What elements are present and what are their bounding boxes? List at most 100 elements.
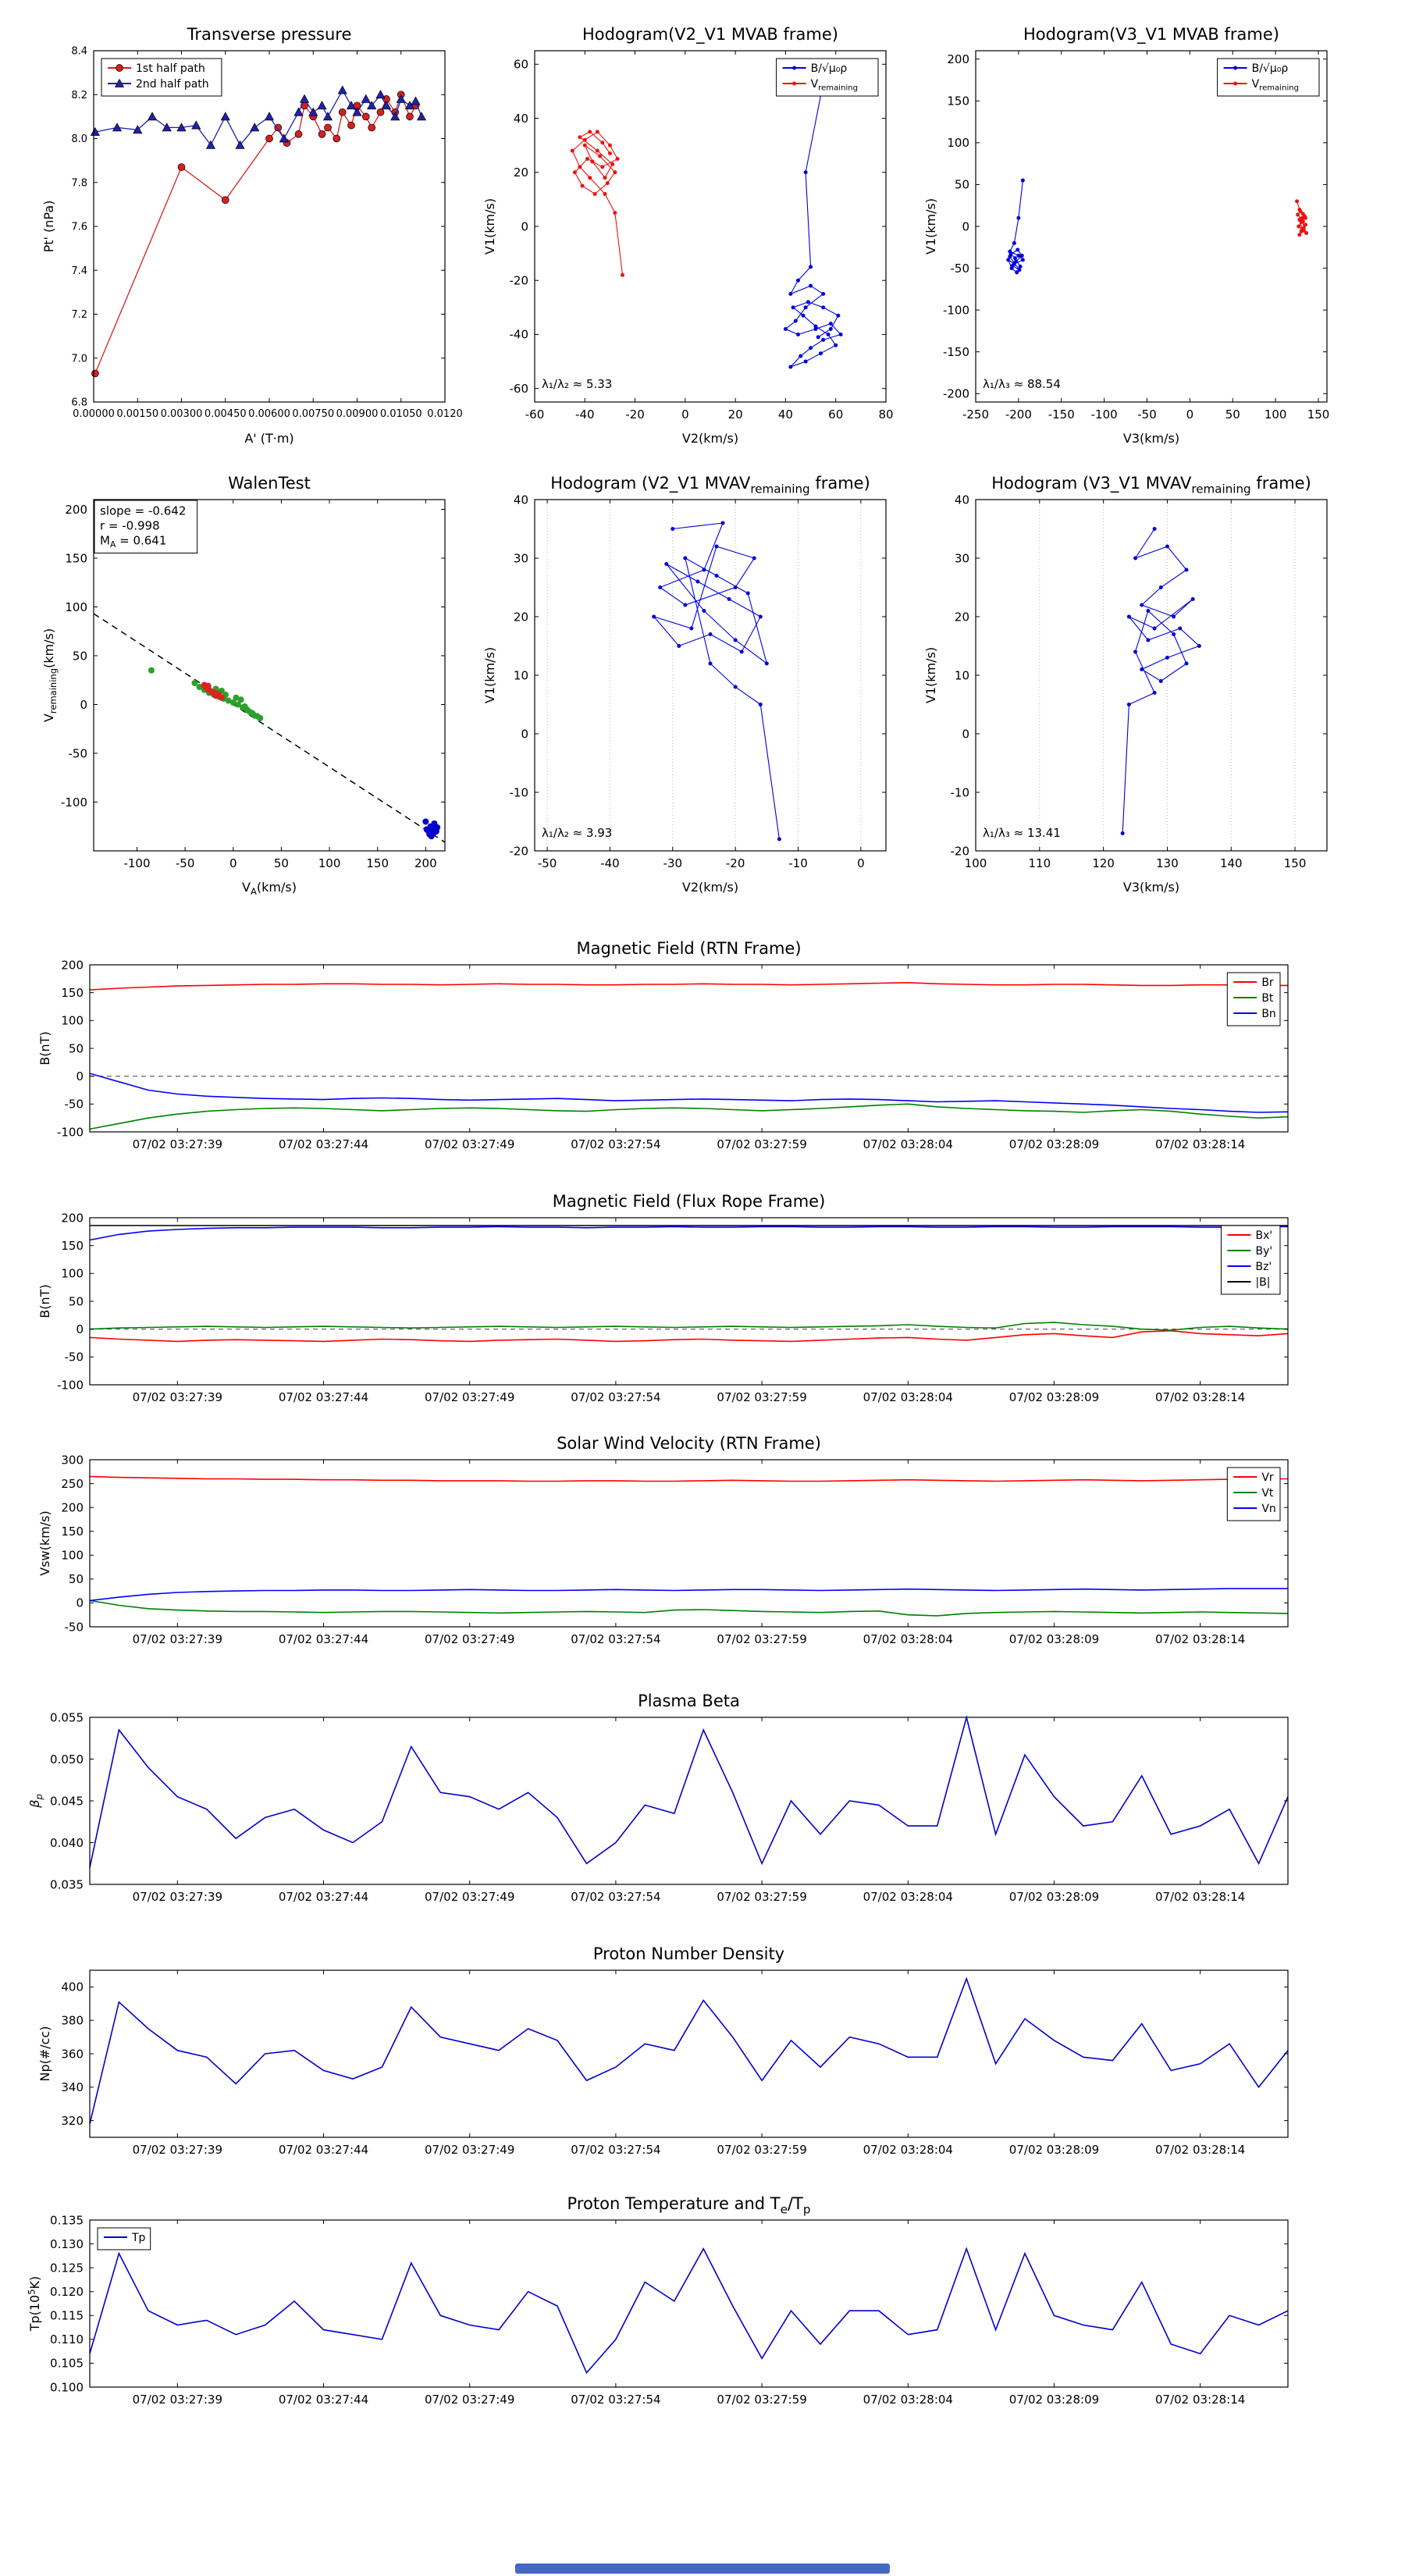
svg-text:07/02 03:27:44: 07/02 03:27:44 xyxy=(279,1890,368,1904)
svg-text:7.2: 7.2 xyxy=(71,309,87,321)
svg-text:150: 150 xyxy=(61,986,84,1000)
svg-text:50: 50 xyxy=(69,1294,84,1308)
svg-text:Bn: Bn xyxy=(1261,1008,1275,1020)
svg-text:0.110: 0.110 xyxy=(50,2332,84,2347)
svg-text:Hodogram (V3_V1 MVAVremaining: Hodogram (V3_V1 MVAVremaining frame) xyxy=(991,474,1311,496)
svg-text:07/02 03:27:54: 07/02 03:27:54 xyxy=(571,1137,660,1151)
svg-text:07/02 03:28:09: 07/02 03:28:09 xyxy=(1009,1632,1099,1646)
svg-text:60: 60 xyxy=(514,58,528,72)
svg-text:0: 0 xyxy=(1186,407,1194,422)
svg-text:-20: -20 xyxy=(625,407,645,422)
hodogram-v3v1-mvab-chart: -250 -200 -150 -100 -50 0 50 100 150 -200 -150 -100… xyxy=(923,25,1329,446)
svg-text:-100: -100 xyxy=(1091,407,1118,422)
svg-text:-50: -50 xyxy=(65,1620,84,1634)
svg-text:150: 150 xyxy=(61,1239,84,1253)
transverse-pressure-chart: 0.00000 0.00150 0.00300 0.00450 0.00600 0.007… xyxy=(41,25,463,446)
svg-text:Bt: Bt xyxy=(1261,992,1274,1005)
svg-text:07/02 03:27:54: 07/02 03:27:54 xyxy=(571,1890,660,1904)
svg-text:-150: -150 xyxy=(943,345,969,359)
svg-text:30: 30 xyxy=(955,551,969,565)
plasma-beta-chart: 07/02 03:27:39 07/02 03:27:44 07/02 03:27:… xyxy=(27,1692,1289,1904)
svg-text:B/√μ₀ρ: B/√μ₀ρ xyxy=(811,62,848,75)
svg-text:βp: βp xyxy=(27,1794,44,1809)
svg-text:360: 360 xyxy=(61,2047,84,2061)
svg-text:-60: -60 xyxy=(525,407,545,422)
svg-text:07/02 03:27:54: 07/02 03:27:54 xyxy=(571,1632,660,1646)
svg-text:Hodogram(V2_V1 MVAB frame): Hodogram(V2_V1 MVAB frame) xyxy=(582,25,838,44)
svg-text:B/√μ₀ρ: B/√μ₀ρ xyxy=(1252,62,1289,75)
svg-text:07/02 03:28:14: 07/02 03:28:14 xyxy=(1155,1390,1245,1404)
svg-text:40: 40 xyxy=(514,112,528,126)
svg-text:-10: -10 xyxy=(510,785,529,799)
svg-text:Pt' (nPa): Pt' (nPa) xyxy=(41,201,56,253)
solar-wind-velocity-chart: 07/02 03:27:39 07/02 03:27:44 07/02 03:27:… xyxy=(37,1434,1289,1646)
svg-text:7.6: 7.6 xyxy=(71,222,87,233)
svg-text:6.8: 6.8 xyxy=(71,397,87,409)
svg-text:07/02 03:28:14: 07/02 03:28:14 xyxy=(1155,1890,1245,1904)
svg-text:-100: -100 xyxy=(57,1378,84,1392)
svg-text:200: 200 xyxy=(414,856,437,870)
svg-text:Br: Br xyxy=(1261,977,1274,989)
svg-text:Np(#/cc): Np(#/cc) xyxy=(37,2026,52,2082)
svg-text:200: 200 xyxy=(65,503,87,517)
svg-text:-50: -50 xyxy=(951,262,970,276)
svg-text:Vsw(km/s): Vsw(km/s) xyxy=(37,1510,52,1575)
svg-text:V3(km/s): V3(km/s) xyxy=(1123,431,1179,446)
svg-text:Bx': Bx' xyxy=(1255,1229,1272,1242)
svg-text:V2(km/s): V2(km/s) xyxy=(682,431,738,446)
svg-text:07/02 03:27:59: 07/02 03:27:59 xyxy=(717,1632,806,1646)
svg-text:130: 130 xyxy=(1156,856,1179,870)
svg-text:8.2: 8.2 xyxy=(71,90,87,101)
svg-text:100: 100 xyxy=(61,1014,84,1028)
svg-text:-60: -60 xyxy=(510,382,529,396)
svg-text:07/02 03:28:09: 07/02 03:28:09 xyxy=(1009,1890,1099,1904)
svg-text:110: 110 xyxy=(1028,856,1051,870)
svg-text:0.050: 0.050 xyxy=(50,1752,84,1767)
svg-text:07/02 03:27:44: 07/02 03:27:44 xyxy=(279,1137,368,1151)
svg-text:-150: -150 xyxy=(1048,407,1075,422)
svg-text:V2(km/s): V2(km/s) xyxy=(682,880,738,895)
svg-text:0: 0 xyxy=(80,698,87,712)
svg-text:8.4: 8.4 xyxy=(71,46,87,58)
svg-text:A' (T·m): A' (T·m) xyxy=(244,431,293,446)
svg-text:0.115: 0.115 xyxy=(50,2309,84,2323)
svg-text:-10: -10 xyxy=(788,856,808,870)
svg-text:V1(km/s): V1(km/s) xyxy=(923,647,938,703)
magnetic-field-fluxrope-chart: 07/02 03:27:39 07/02 03:27:44 07/02 03:27:… xyxy=(37,1192,1289,1404)
svg-text:0: 0 xyxy=(681,407,689,422)
svg-text:0: 0 xyxy=(962,727,969,741)
hodogram-v3v1-mvav-chart: 100 110 120 130 140 150 -20 -10 0 10 20 30 40 Hodogra… xyxy=(923,474,1328,895)
svg-text:20: 20 xyxy=(728,407,743,422)
svg-text:07/02 03:27:49: 07/02 03:27:49 xyxy=(425,2143,514,2157)
svg-text:7.8: 7.8 xyxy=(71,177,87,189)
svg-text:07/02 03:27:59: 07/02 03:27:59 xyxy=(717,1390,806,1404)
hodogram-v2v1-mvab-chart: -60 -40 -20 0 20 40 60 80 -60 -40 -20 0 20 40 60 Hodogr… xyxy=(482,25,894,446)
svg-text:07/02 03:27:44: 07/02 03:27:44 xyxy=(279,2143,368,2157)
svg-text:07/02 03:27:44: 07/02 03:27:44 xyxy=(279,1390,368,1404)
svg-text:340: 340 xyxy=(61,2080,84,2094)
svg-text:-40: -40 xyxy=(575,407,595,422)
svg-text:07/02 03:27:39: 07/02 03:27:39 xyxy=(133,1890,222,1904)
svg-text:2nd half path: 2nd half path xyxy=(136,78,209,91)
svg-text:07/02 03:28:04: 07/02 03:28:04 xyxy=(863,1390,953,1404)
svg-text:V1(km/s): V1(km/s) xyxy=(923,198,938,254)
svg-text:120: 120 xyxy=(1092,856,1115,870)
bottom-scrollbar[interactable] xyxy=(515,2564,890,2574)
svg-text:100: 100 xyxy=(61,1549,84,1563)
svg-text:100: 100 xyxy=(61,1267,84,1281)
walen-test-chart: -100 -50 0 50 100 150 200 -100 -50 0 50 100 150 200 Wa… xyxy=(41,474,446,897)
svg-text:Tp: Tp xyxy=(131,2232,146,2244)
svg-text:Bz': Bz' xyxy=(1255,1261,1272,1273)
svg-text:V1(km/s): V1(km/s) xyxy=(482,198,497,254)
svg-text:320: 320 xyxy=(61,2114,84,2128)
svg-text:150: 150 xyxy=(366,856,389,870)
svg-text:0.130: 0.130 xyxy=(50,2237,84,2251)
svg-text:60: 60 xyxy=(828,407,843,422)
svg-text:Magnetic Field (RTN Frame): Magnetic Field (RTN Frame) xyxy=(576,939,801,958)
svg-text:07/02 03:27:44: 07/02 03:27:44 xyxy=(279,2393,368,2407)
svg-text:20: 20 xyxy=(514,610,528,624)
svg-text:-40: -40 xyxy=(510,328,529,342)
svg-text:0.045: 0.045 xyxy=(50,1794,84,1808)
svg-text:380: 380 xyxy=(61,2013,84,2027)
svg-text:07/02 03:28:14: 07/02 03:28:14 xyxy=(1155,1632,1245,1646)
